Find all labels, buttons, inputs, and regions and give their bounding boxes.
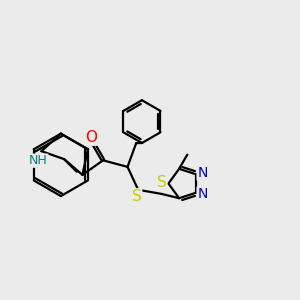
Text: N: N bbox=[197, 166, 208, 180]
Text: N: N bbox=[197, 187, 208, 201]
Text: O: O bbox=[85, 130, 97, 145]
Text: S: S bbox=[157, 175, 167, 190]
Text: NH: NH bbox=[29, 154, 48, 167]
Text: S: S bbox=[132, 189, 142, 204]
